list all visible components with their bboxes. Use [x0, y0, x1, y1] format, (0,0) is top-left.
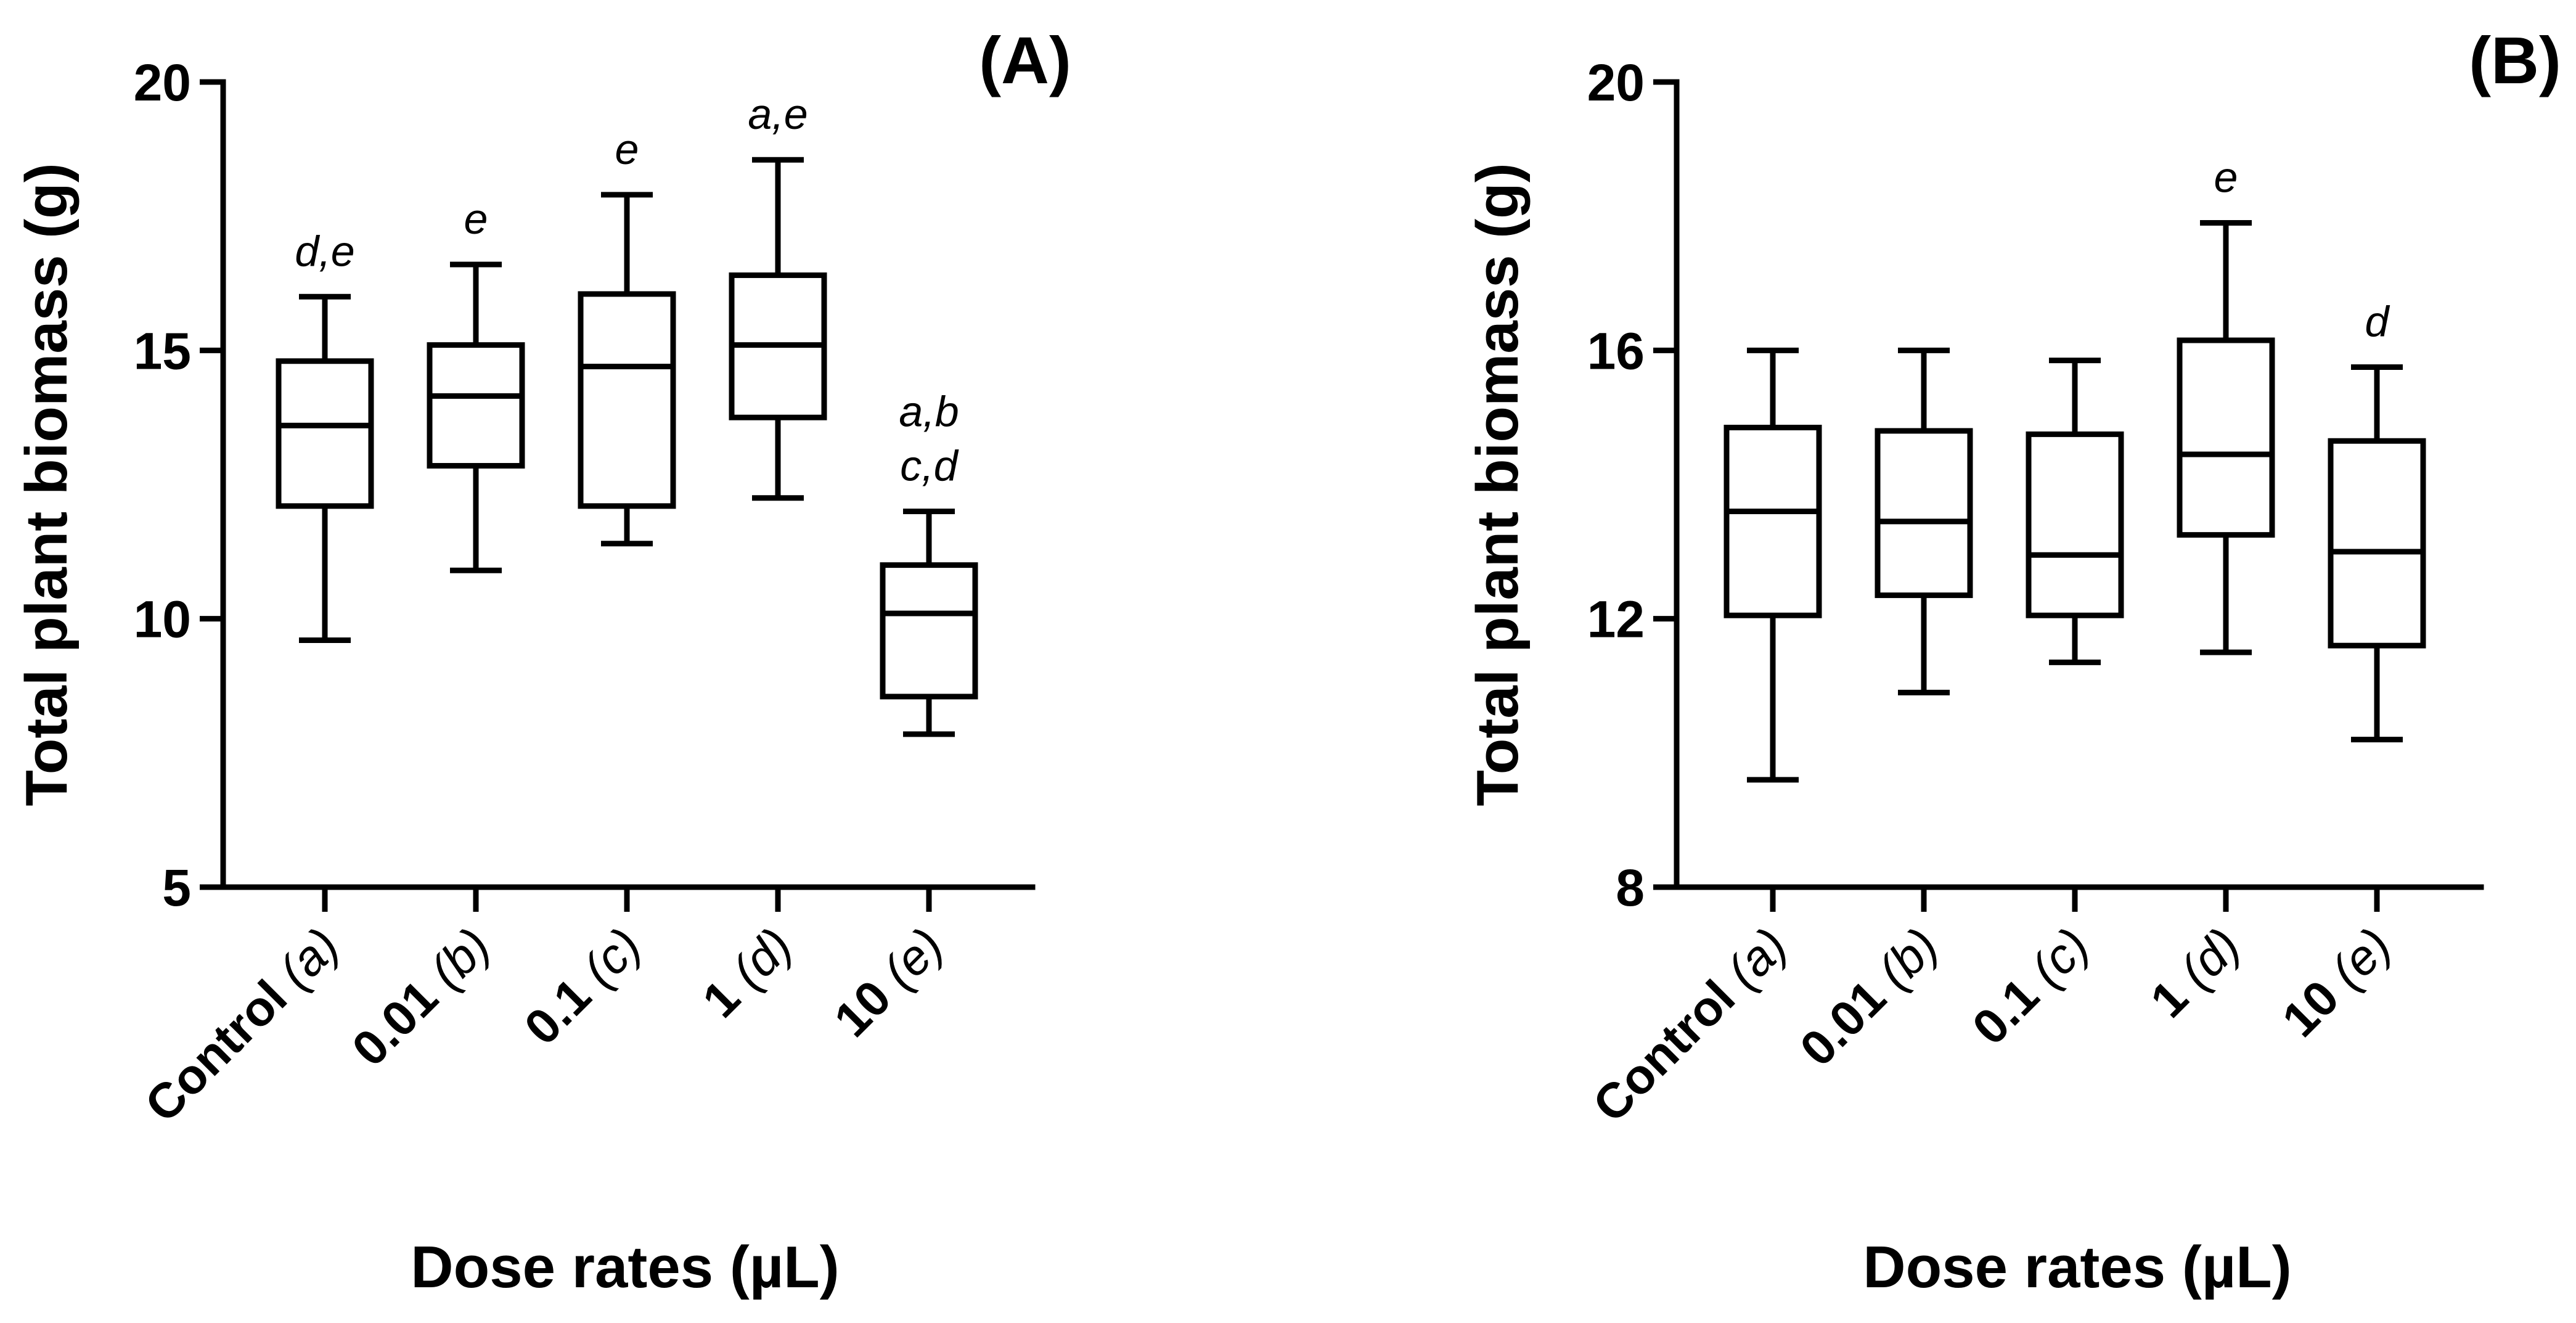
- panel-b-category-name: Control: [1582, 960, 1755, 1133]
- panel-a-box-3: e 0.1 (c): [514, 125, 676, 1055]
- panel-b-category-label: 1 (d): [2140, 917, 2251, 1028]
- panel-a-x-axis-title: Dose rates (µL): [411, 1234, 839, 1300]
- panel-b-label: (B): [2469, 23, 2561, 97]
- panel-b-category-label: 10 (e): [2271, 917, 2402, 1047]
- panel-b-y-tick-label: 16: [1587, 322, 1645, 380]
- panel-b-iqr-box: [1723, 424, 1822, 618]
- panel-a-y-tick-label: 5: [162, 859, 191, 917]
- panel-a-category-label: Control (a): [134, 917, 350, 1133]
- panel-b-category-label: Control (a): [1582, 917, 1797, 1133]
- panel-a: 5 10 15 20 Total plant biomass (g) Dose rates…: [14, 23, 1071, 1300]
- panel-a-label: (A): [979, 23, 1071, 97]
- panel-b-y-tick-label: 12: [1587, 591, 1645, 649]
- panel-a-significance-label: e: [615, 125, 639, 173]
- panel-b-significance-label: d: [2365, 298, 2390, 346]
- panel-a-y-tick-label: 15: [134, 322, 191, 380]
- panel-b-y-tick-label: 20: [1587, 54, 1645, 112]
- panel-a-y-tick-label: 10: [134, 591, 191, 649]
- panel-b-category-label: 0.01 (b): [1789, 917, 1948, 1076]
- panel-b-category-label: 0.1 (c): [1962, 917, 2100, 1055]
- panel-a-box-5: a,b c,d 10 (e): [824, 388, 978, 1047]
- panel-b-significance-label: e: [2214, 154, 2238, 202]
- panel-b-box-3: 0.1 (c): [1962, 358, 2124, 1055]
- panel-b-x-axis-title: Dose rates (µL): [1863, 1234, 2291, 1300]
- panel-a-category-name: Control: [134, 960, 307, 1133]
- panel-a-category-label: 0.01 (b): [341, 917, 501, 1076]
- panel-b-box-1: Control (a): [1582, 347, 1822, 1133]
- panel-a-significance-label: d,e: [295, 227, 354, 275]
- panel-b: 8 12 16 20 Total plant biomass (g) Dose rates…: [1465, 23, 2561, 1300]
- panel-b-iqr-box: [2026, 431, 2124, 618]
- panel-b-iqr-box: [2177, 337, 2275, 538]
- panel-a-y-tick-label: 20: [134, 54, 191, 112]
- panel-a-category-label: 10 (e): [824, 917, 954, 1047]
- panel-a-significance-label: a,e: [748, 90, 808, 138]
- panel-b-y-axis-title: Total plant biomass (g): [1465, 163, 1531, 806]
- panel-a-box-2: e 0.01 (b): [341, 195, 525, 1076]
- panel-a-iqr-box: [427, 342, 525, 469]
- panel-a-iqr-box: [880, 562, 978, 700]
- panel-a-significance-label: c,d: [900, 442, 959, 490]
- panel-b-y-tick-label: 8: [1616, 859, 1645, 917]
- panel-a-significance-label: a,b: [899, 388, 959, 436]
- panel-a-category-label: 0.1 (c): [514, 917, 652, 1055]
- panel-a-y-axis-title: Total plant biomass (g): [14, 163, 80, 806]
- panel-a-significance-label: e: [464, 195, 488, 243]
- panel-a-box-4: a,e 1 (d): [692, 90, 827, 1028]
- panel-b-box-4: e 1 (d): [2140, 154, 2275, 1028]
- panel-b-iqr-box: [1875, 428, 1973, 599]
- panel-b-iqr-box: [2328, 438, 2426, 649]
- panel-a-category-label: 1 (d): [692, 917, 803, 1028]
- panel-a-iqr-box: [276, 358, 374, 509]
- panel-b-box-5: d 10 (e): [2271, 298, 2426, 1047]
- panel-a-iqr-box: [578, 291, 676, 509]
